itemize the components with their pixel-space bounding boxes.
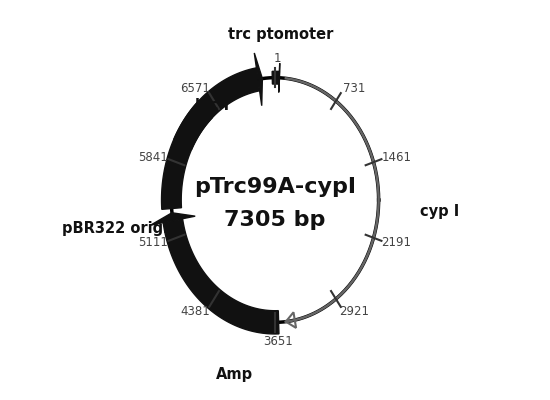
Polygon shape bbox=[279, 63, 280, 92]
Text: lac I: lac I bbox=[195, 98, 229, 112]
Polygon shape bbox=[163, 219, 279, 334]
Text: 5841: 5841 bbox=[139, 151, 168, 164]
Text: trc ptomoter: trc ptomoter bbox=[228, 27, 333, 42]
Text: pBR322 origin: pBR322 origin bbox=[62, 221, 179, 236]
Text: 1: 1 bbox=[274, 52, 282, 66]
Text: 5111: 5111 bbox=[139, 236, 168, 249]
Polygon shape bbox=[254, 53, 262, 106]
Text: 6571: 6571 bbox=[180, 82, 210, 94]
Text: pTrc99A-cypI: pTrc99A-cypI bbox=[194, 177, 356, 197]
Polygon shape bbox=[174, 68, 259, 150]
Text: cyp I: cyp I bbox=[420, 204, 460, 219]
Text: 2921: 2921 bbox=[339, 306, 370, 318]
Text: 731: 731 bbox=[343, 82, 366, 94]
Text: 2191: 2191 bbox=[382, 236, 411, 249]
Polygon shape bbox=[272, 71, 279, 84]
Polygon shape bbox=[151, 213, 195, 225]
Text: Amp: Amp bbox=[216, 367, 253, 382]
Text: 1461: 1461 bbox=[382, 151, 411, 164]
Text: 4381: 4381 bbox=[180, 306, 210, 318]
Text: 7305 bp: 7305 bp bbox=[224, 210, 326, 230]
Text: 3651: 3651 bbox=[263, 334, 293, 348]
Polygon shape bbox=[162, 100, 212, 209]
